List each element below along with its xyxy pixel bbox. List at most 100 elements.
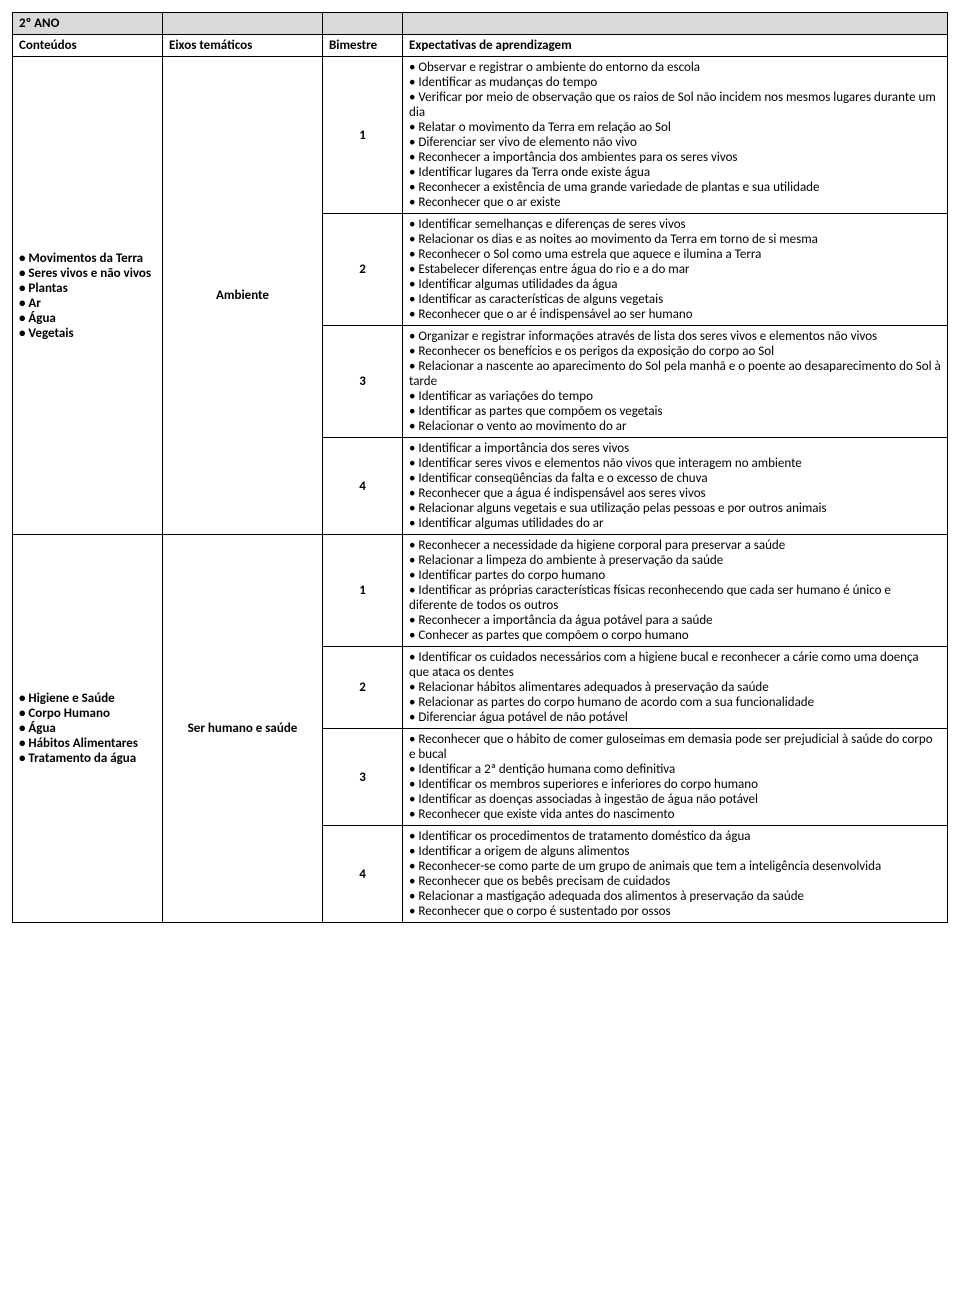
exp-item: • Estabelecer diferenças entre água do r… — [409, 262, 941, 277]
conteudo-item: • Higiene e Saúde — [19, 691, 156, 706]
exp-item: • Identificar as mudanças do tempo — [409, 75, 941, 90]
exp-cell: • Reconhecer a necessidade da higiene co… — [403, 535, 948, 647]
exp-list: • Reconhecer que o hábito de comer gulos… — [409, 732, 941, 822]
bim-cell: 4 — [323, 826, 403, 923]
conteudos-cell-1: • Higiene e Saúde • Corpo Humano • Água … — [13, 535, 163, 923]
exp-list: • Identificar a importância dos seres vi… — [409, 441, 941, 531]
exp-item: • Relacionar a nascente ao aparecimento … — [409, 359, 941, 389]
conteudo-item: • Plantas — [19, 281, 156, 296]
exp-item: • Reconhecer que o ar existe — [409, 195, 941, 210]
exp-item: • Identificar lugares da Terra onde exis… — [409, 165, 941, 180]
exp-item: • Reconhecer que o ar é indispensável ao… — [409, 307, 941, 322]
conteudos-list-0: • Movimentos da Terra • Seres vivos e nã… — [19, 251, 156, 341]
exp-item: • Reconhecer o Sol como uma estrela que … — [409, 247, 941, 262]
bim-cell: 4 — [323, 438, 403, 535]
exp-item: • Identificar a origem de alguns aliment… — [409, 844, 941, 859]
exp-item: • Relacionar a limpeza do ambiente à pre… — [409, 553, 941, 568]
column-header-row: Conteúdos Eixos temáticos Bimestre Expec… — [13, 35, 948, 57]
exp-list: • Organizar e registrar informações atra… — [409, 329, 941, 434]
exp-item: • Identificar a 2ª dentição humana como … — [409, 762, 941, 777]
exp-item: • Verificar por meio de observação que o… — [409, 90, 941, 120]
bim-cell: 2 — [323, 214, 403, 326]
table-title: 2º ANO — [13, 13, 163, 35]
exp-item: • Reconhecer que o corpo é sustentado po… — [409, 904, 941, 919]
conteudo-item: • Movimentos da Terra — [19, 251, 156, 266]
exp-cell: • Identificar os cuidados necessários co… — [403, 647, 948, 729]
exp-item: • Reconhecer a importância dos ambientes… — [409, 150, 941, 165]
table-row: • Higiene e Saúde • Corpo Humano • Água … — [13, 535, 948, 647]
exp-item: • Relacionar as partes do corpo humano d… — [409, 695, 941, 710]
exp-item: • Reconhecer que os bebês precisam de cu… — [409, 874, 941, 889]
exp-list: • Observar e registrar o ambiente do ent… — [409, 60, 941, 210]
conteudos-list-1: • Higiene e Saúde • Corpo Humano • Água … — [19, 691, 156, 766]
exp-item: • Reconhecer a necessidade da higiene co… — [409, 538, 941, 553]
exp-item: • Identificar os procedimentos de tratam… — [409, 829, 941, 844]
exp-item: • Identificar a importância dos seres vi… — [409, 441, 941, 456]
title-empty-3 — [403, 13, 948, 35]
exp-item: • Conhecer as partes que compõem o corpo… — [409, 628, 941, 643]
exp-cell: • Identificar a importância dos seres vi… — [403, 438, 948, 535]
exp-item: • Identificar semelhanças e diferenças d… — [409, 217, 941, 232]
bim-cell: 3 — [323, 326, 403, 438]
exp-item: • Relacionar a mastigação adequada dos a… — [409, 889, 941, 904]
exp-cell: • Reconhecer que o hábito de comer gulos… — [403, 729, 948, 826]
conteudos-cell-0: • Movimentos da Terra • Seres vivos e nã… — [13, 57, 163, 535]
exp-item: • Identificar as variações do tempo — [409, 389, 941, 404]
exp-item: • Identificar as próprias característica… — [409, 583, 941, 613]
exp-item: • Reconhecer que o hábito de comer gulos… — [409, 732, 941, 762]
eixo-cell-1: Ser humano e saúde — [163, 535, 323, 923]
exp-item: • Identificar partes do corpo humano — [409, 568, 941, 583]
table-row: • Movimentos da Terra • Seres vivos e nã… — [13, 57, 948, 214]
exp-item: • Reconhecer que existe vida antes do na… — [409, 807, 941, 822]
exp-item: • Organizar e registrar informações atra… — [409, 329, 941, 344]
exp-cell: • Identificar semelhanças e diferenças d… — [403, 214, 948, 326]
exp-list: • Reconhecer a necessidade da higiene co… — [409, 538, 941, 643]
exp-item: • Reconhecer que a água é indispensável … — [409, 486, 941, 501]
curriculum-table: 2º ANO Conteúdos Eixos temáticos Bimestr… — [12, 12, 948, 923]
exp-item: • Identificar algumas utilidades da água — [409, 277, 941, 292]
exp-item: • Identificar as doenças associadas à in… — [409, 792, 941, 807]
title-row: 2º ANO — [13, 13, 948, 35]
exp-item: • Identificar conseqüências da falta e o… — [409, 471, 941, 486]
exp-item: • Identificar as características de algu… — [409, 292, 941, 307]
exp-item: • Reconhecer os benefícios e os perigos … — [409, 344, 941, 359]
conteudo-item: • Hábitos Alimentares — [19, 736, 156, 751]
conteudo-item: • Tratamento da água — [19, 751, 156, 766]
exp-item: • Diferenciar ser vivo de elemento não v… — [409, 135, 941, 150]
bim-cell: 1 — [323, 535, 403, 647]
exp-item: • Identificar os cuidados necessários co… — [409, 650, 941, 680]
header-conteudos: Conteúdos — [13, 35, 163, 57]
bim-cell: 3 — [323, 729, 403, 826]
exp-item: • Relacionar hábitos alimentares adequad… — [409, 680, 941, 695]
exp-list: • Identificar semelhanças e diferenças d… — [409, 217, 941, 322]
exp-item: • Diferenciar água potável de não potáve… — [409, 710, 941, 725]
exp-item: • Identificar os membros superiores e in… — [409, 777, 941, 792]
conteudo-item: • Água — [19, 721, 156, 736]
title-empty-1 — [163, 13, 323, 35]
header-eixos: Eixos temáticos — [163, 35, 323, 57]
conteudo-item: • Seres vivos e não vivos — [19, 266, 156, 281]
exp-item: • Reconhecer a importância da água potáv… — [409, 613, 941, 628]
conteudo-item: • Água — [19, 311, 156, 326]
exp-list: • Identificar os cuidados necessários co… — [409, 650, 941, 725]
bim-cell: 2 — [323, 647, 403, 729]
exp-item: • Identificar seres vivos e elementos nã… — [409, 456, 941, 471]
title-empty-2 — [323, 13, 403, 35]
exp-cell: • Organizar e registrar informações atra… — [403, 326, 948, 438]
exp-item: • Relacionar alguns vegetais e sua utili… — [409, 501, 941, 516]
exp-list: • Identificar os procedimentos de tratam… — [409, 829, 941, 919]
conteudo-item: • Ar — [19, 296, 156, 311]
bim-cell: 1 — [323, 57, 403, 214]
exp-item: • Observar e registrar o ambiente do ent… — [409, 60, 941, 75]
exp-item: • Identificar algumas utilidades do ar — [409, 516, 941, 531]
exp-item: • Relatar o movimento da Terra em relaçã… — [409, 120, 941, 135]
conteudo-item: • Corpo Humano — [19, 706, 156, 721]
exp-item: • Relacionar os dias e as noites ao movi… — [409, 232, 941, 247]
exp-item: • Identificar as partes que compõem os v… — [409, 404, 941, 419]
exp-item: • Relacionar o vento ao movimento do ar — [409, 419, 941, 434]
header-bimestre: Bimestre — [323, 35, 403, 57]
header-expectativas: Expectativas de aprendizagem — [403, 35, 948, 57]
exp-cell: • Observar e registrar o ambiente do ent… — [403, 57, 948, 214]
exp-item: • Reconhecer-se como parte de um grupo d… — [409, 859, 941, 874]
exp-item: • Reconhecer a existência de uma grande … — [409, 180, 941, 195]
